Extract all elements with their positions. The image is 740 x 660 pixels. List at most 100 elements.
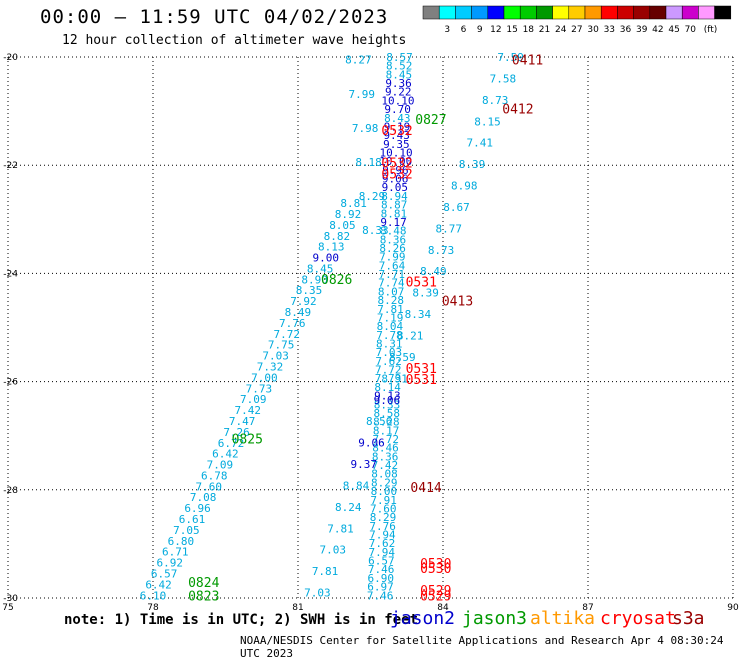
- swh-value: 8.92: [335, 208, 362, 221]
- swh-value: 8.39: [412, 287, 439, 300]
- satellite-cryosat: cryosat: [600, 608, 676, 629]
- swh-value: 9.36: [385, 77, 412, 90]
- swh-value: 7.72: [373, 433, 400, 446]
- swh-value: 7.19: [377, 311, 404, 324]
- swh-value: 7.78: [376, 329, 403, 342]
- swh-value: 6.90: [368, 572, 395, 585]
- swh-value: 8.33: [374, 398, 401, 411]
- swh-value: 6.71: [162, 546, 189, 559]
- scale-label: 42: [652, 25, 663, 35]
- x-tick-label: 90: [727, 603, 739, 613]
- swh-value: 7.42: [234, 404, 261, 417]
- swh-value: 8.94: [381, 190, 408, 203]
- scale-swatch: [714, 5, 732, 20]
- pass-time-tag: 0825: [232, 432, 263, 447]
- swh-value: 8.81: [340, 197, 367, 210]
- x-tick-label: 75: [2, 603, 13, 613]
- swh-value: 7.41: [466, 137, 493, 150]
- swh-value: 6.78: [201, 469, 228, 482]
- swh-value: 7.08: [190, 491, 217, 504]
- axis-ticks: 75 78 81 84 87 90 -20 -22 -24 -26 -28 -30: [2, 53, 739, 613]
- pass-time-tag: 0531: [406, 362, 437, 377]
- swh-value: 8.46: [372, 442, 399, 455]
- swh-value: 8.21: [397, 330, 424, 343]
- swh-value: 8.57: [386, 51, 413, 64]
- swh-value: 7.76: [279, 317, 306, 330]
- swh-value: 7.72: [375, 364, 402, 377]
- pass-time-tag: 0414: [410, 481, 441, 496]
- swh-value: 8.18: [355, 156, 382, 169]
- swh-value: 8.52: [386, 60, 413, 73]
- swh-value: 8.34: [405, 308, 432, 321]
- swh-value: 7.26: [223, 426, 250, 439]
- swh-value: 8.31: [376, 338, 403, 351]
- pass-time-tag: 0824: [188, 576, 219, 591]
- scale-swatch: [649, 5, 667, 20]
- swh-value: 9.05: [382, 181, 409, 194]
- swh-value: 10.10: [381, 94, 414, 107]
- pass-time-tag: 0413: [442, 294, 473, 309]
- swh-value: 8.05: [329, 219, 356, 232]
- swh-value: 7.62: [375, 355, 402, 368]
- swh-value: 8.45: [386, 68, 413, 81]
- swh-value: 8.49: [420, 265, 447, 278]
- swh-value: 7.74: [378, 277, 405, 290]
- swh-value: 7.99: [349, 88, 376, 101]
- swh-value: 8.35: [296, 284, 323, 297]
- swh-value: 8.33: [362, 224, 389, 237]
- pass-time-tag: 0412: [502, 102, 533, 117]
- swh-value: 6.72: [218, 437, 245, 450]
- pass-time-tag: 0529: [420, 589, 451, 604]
- swh-value: 7.03: [304, 587, 331, 600]
- swh-value: 7.94: [368, 546, 395, 559]
- pass-time-tag: 0411: [512, 54, 543, 69]
- swh-value: 9.06: [358, 437, 385, 450]
- swh-value: 8.56: [366, 415, 393, 428]
- x-tick-label: 78: [147, 603, 159, 613]
- swh-value: 9.37: [350, 458, 377, 471]
- pass-time-tag: 0823: [188, 589, 219, 604]
- swh-value: 8.81: [381, 207, 408, 220]
- scale-label: 24: [555, 25, 567, 35]
- swh-value: 6.10: [140, 589, 167, 602]
- pass-time-tag: 0532: [381, 167, 412, 182]
- swh-value: 9.00: [312, 252, 339, 265]
- y-tick-label: -28: [3, 486, 18, 496]
- swh-value: 7.81: [327, 522, 354, 535]
- x-tick-label: 84: [437, 603, 449, 613]
- swh-value: 9.19: [384, 120, 411, 133]
- swh-value: 8.58: [373, 407, 400, 420]
- scale-label: 70: [685, 25, 697, 35]
- scale-label: 18: [523, 25, 535, 35]
- scale-swatch: [471, 5, 489, 20]
- swh-value: 7.64: [379, 259, 406, 272]
- swh-value: 7.76: [369, 520, 396, 533]
- swh-value: 8.90: [301, 273, 328, 286]
- scale-swatch: [422, 5, 440, 20]
- pass-time-tag: 0827: [415, 113, 446, 128]
- y-tick-label: -24: [3, 269, 18, 279]
- scale-label: 15: [506, 25, 517, 35]
- swh-value: 6.57: [368, 555, 395, 568]
- scale-swatch: [536, 5, 553, 20]
- scale-swatch: [487, 5, 505, 20]
- page-title: 00:00 — 11:59 UTC 04/02/2023: [40, 6, 389, 28]
- swh-value: 10.10: [380, 147, 413, 160]
- swh-value: 8.91: [381, 372, 408, 385]
- pass-time-tag: 0826: [321, 273, 352, 288]
- pass-time-tag: 0531: [406, 276, 437, 291]
- swh-value: 6.97: [367, 581, 394, 594]
- satellite-jason3: jason3: [462, 608, 528, 629]
- swh-value: 9.96: [382, 164, 409, 177]
- scale-swatch: [617, 5, 634, 20]
- swh-value: 8.28: [373, 416, 400, 429]
- scale-swatch: [568, 5, 586, 20]
- scale-label: 36: [620, 25, 632, 35]
- swh-value: 8.36: [380, 233, 407, 246]
- x-tick-label: 81: [292, 603, 303, 613]
- swh-value: 8.29: [370, 511, 397, 524]
- satellite-s3a: s3a: [672, 608, 705, 629]
- scale-swatch: [503, 5, 521, 20]
- scale-swatch: [455, 5, 472, 20]
- y-tick-label: -30: [3, 594, 18, 604]
